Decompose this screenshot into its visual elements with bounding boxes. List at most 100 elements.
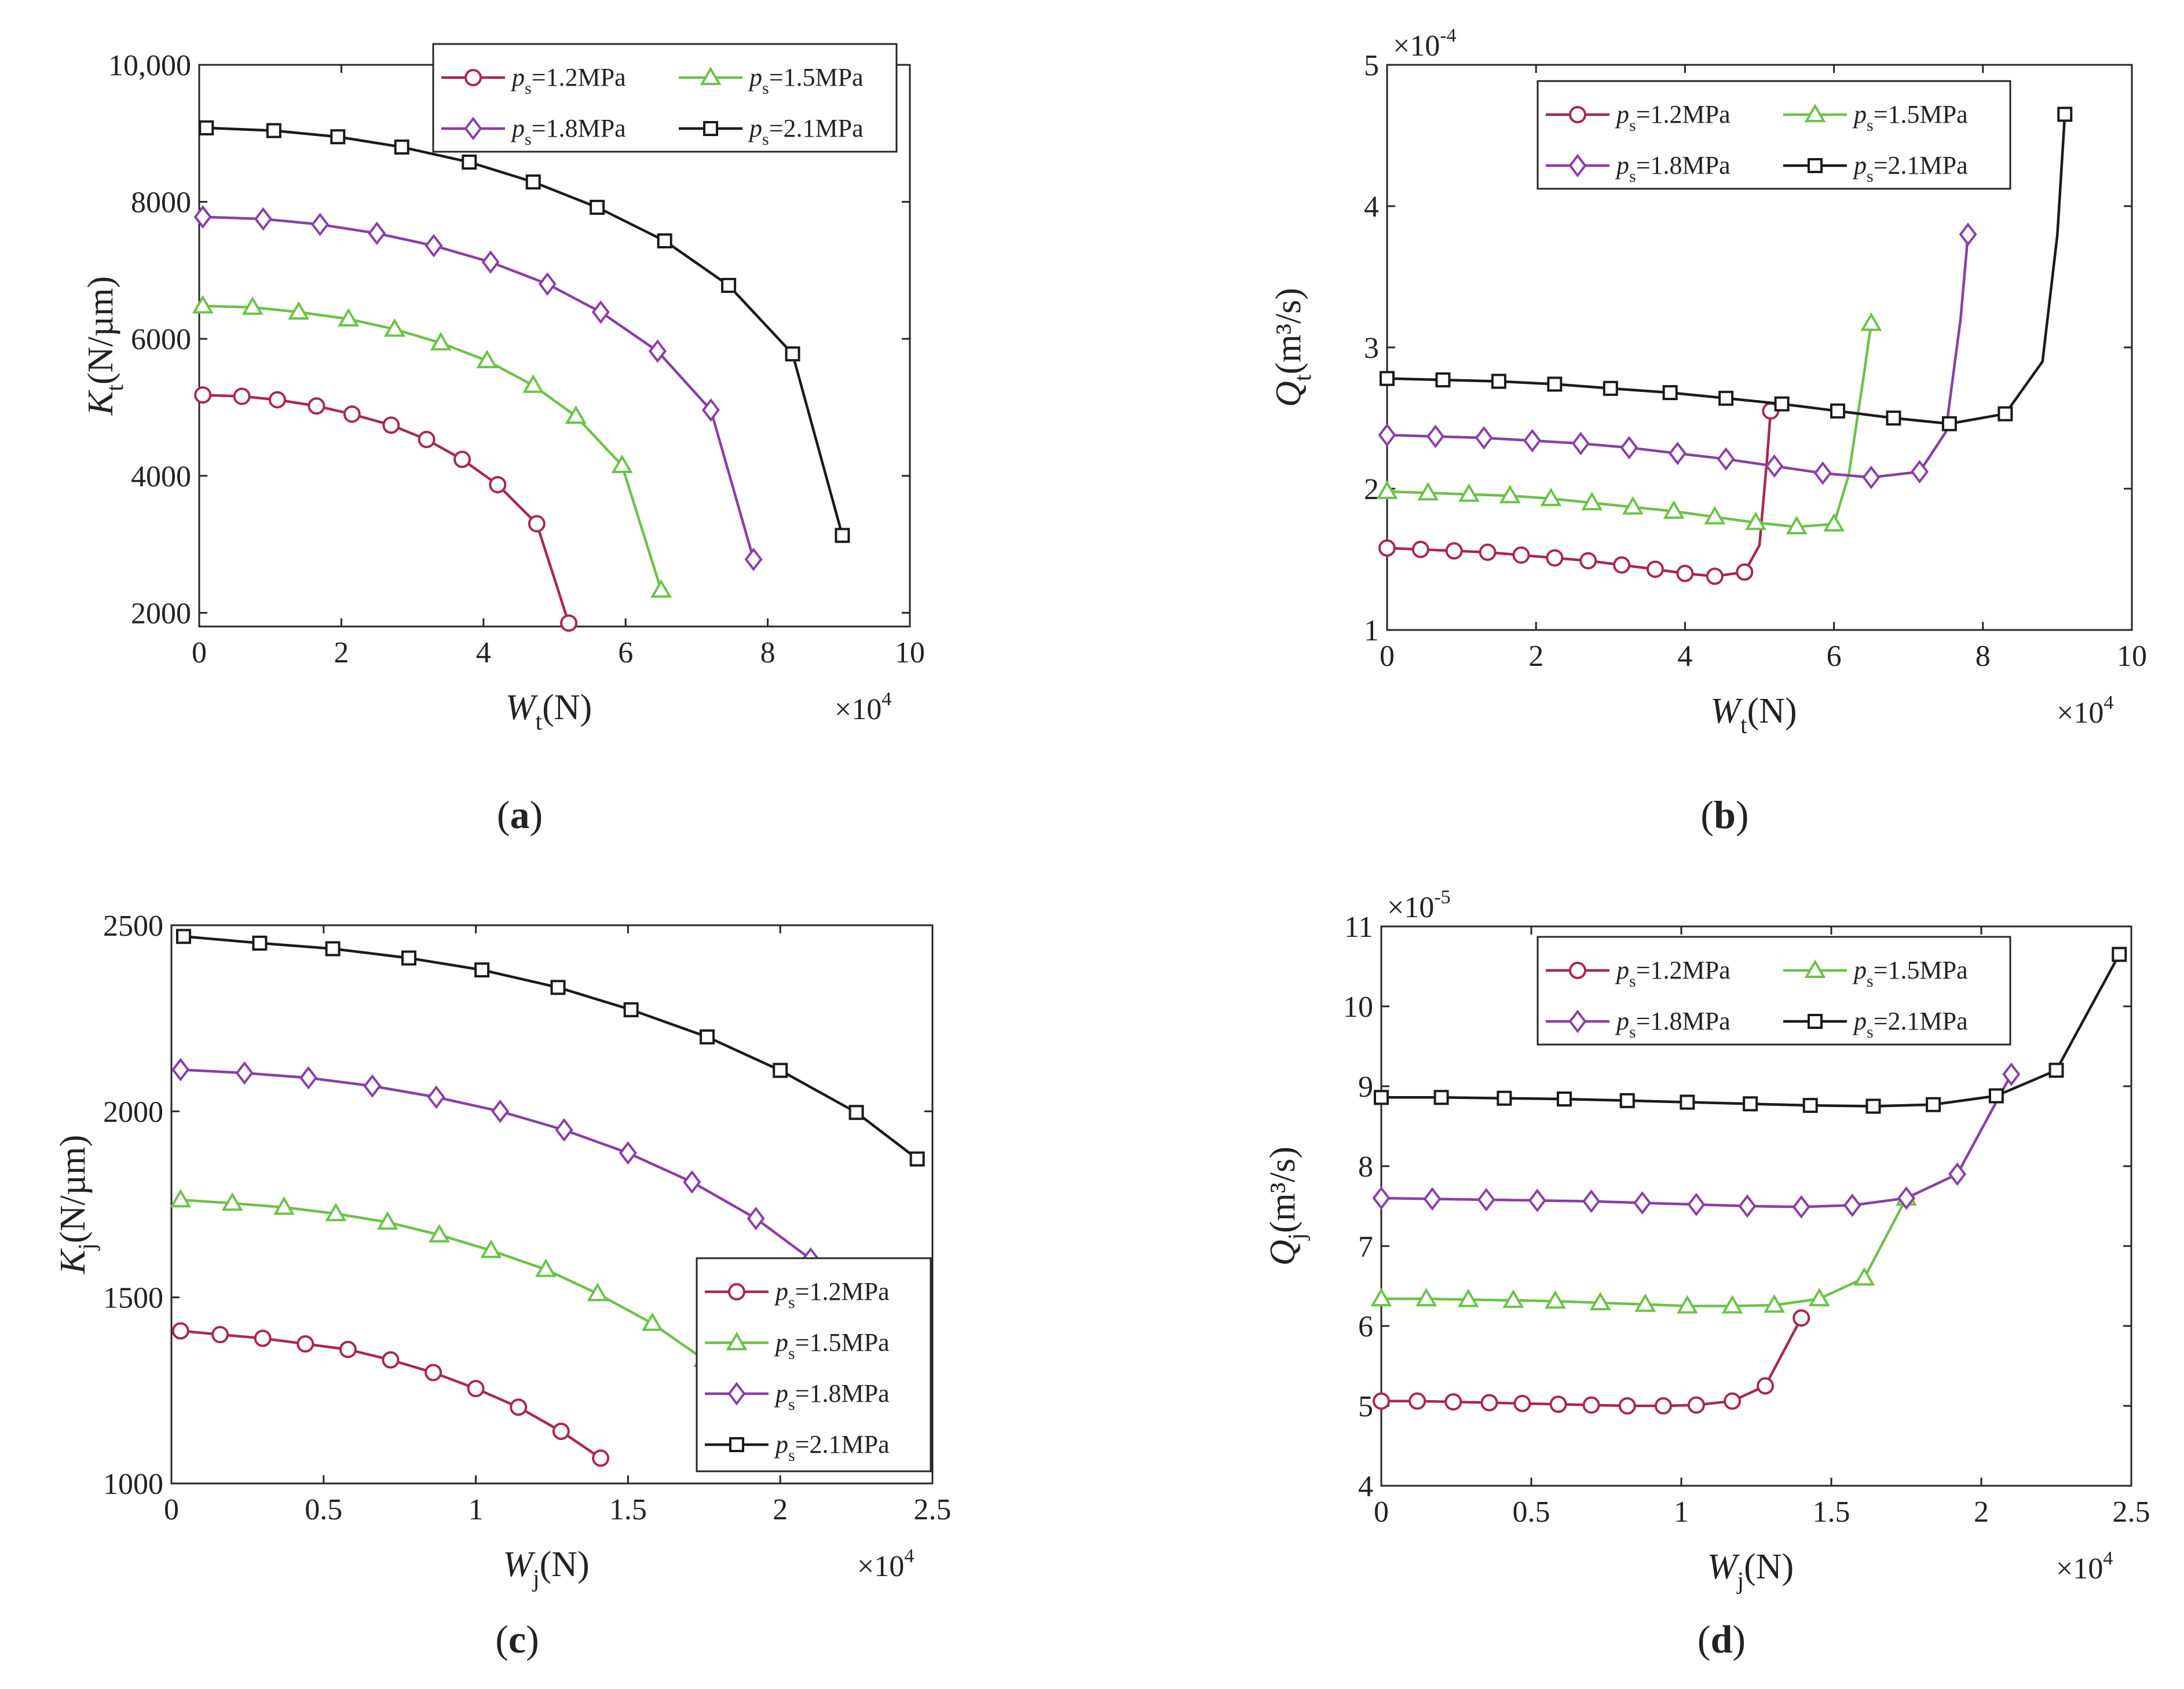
y-axis-label-sub: j (74, 1243, 101, 1251)
x-tick-label: 8 (1976, 640, 1991, 673)
data-point (325, 1203, 347, 1222)
legend-marker (1569, 962, 1586, 979)
data-point (555, 1118, 573, 1142)
data-point (773, 1063, 788, 1078)
data-point (1444, 1393, 1462, 1411)
y-multiplier-exp: -4 (1440, 25, 1456, 46)
data-point (1669, 441, 1687, 466)
y-tick-label: 2500 (103, 910, 163, 943)
data-point (1513, 1394, 1531, 1412)
x-axis-label-sub: t (1740, 712, 1747, 739)
data-point (1622, 496, 1644, 515)
legend-p: p (1615, 1007, 1629, 1035)
x-tick-label: 2.5 (2113, 1496, 2150, 1529)
chart-a: 0 2 4 6 8 10200040006000800010,000×104Wt(N)Kt… (81, 43, 925, 837)
data-point (744, 547, 763, 571)
legend-val: =1.2MPa (532, 63, 626, 91)
x-axis-label-sub: j (532, 1566, 540, 1592)
x-tick-label: 0 (1374, 1496, 1389, 1529)
legend-entry: ps=1.8MPa (1615, 1007, 1731, 1042)
data-point (1499, 485, 1521, 504)
data-point (1528, 1189, 1546, 1212)
x-tick-label: 1.5 (1813, 1496, 1850, 1529)
data-point (1589, 1291, 1611, 1310)
plot-frame (198, 64, 911, 628)
data-point (1376, 480, 1398, 499)
data-point (382, 1351, 400, 1369)
data-point (1721, 1295, 1743, 1314)
panel-label: (a) (497, 793, 543, 837)
data-point (194, 386, 212, 404)
legend-sub: s (1629, 972, 1636, 991)
chart-d: 0 0.5 1 1.5 2 2.54567891011×104×10-5Wj(N)Qj(m… (1263, 886, 2150, 1661)
legend-entry: ps=1.5MPa (1852, 100, 1968, 135)
x-axis-label-sub: j (1736, 1568, 1744, 1595)
x-tick-label: 0 (192, 636, 207, 669)
x-axis-label-main: W (1710, 691, 1743, 731)
data-point (1786, 515, 1808, 534)
y-tick-label: 5 (1358, 1390, 1373, 1423)
data-point (1663, 500, 1685, 519)
legend-p: p (774, 1379, 788, 1408)
legend-sub: s (1867, 167, 1874, 186)
legend-sub: s (1867, 116, 1874, 135)
x-axis-label-unit: (N) (1747, 691, 1797, 731)
data-point (1415, 1288, 1437, 1307)
y-axis-label-sub: t (1290, 374, 1316, 381)
x-axis-label-main: W (503, 1545, 536, 1584)
data-point (1865, 1098, 1881, 1114)
data-point (480, 1239, 502, 1258)
data-point (1792, 1195, 1810, 1219)
data-point (1380, 371, 1395, 386)
x-axis-label-unit: (N) (542, 688, 592, 727)
data-point (1823, 512, 1845, 532)
legend-box (1537, 80, 2011, 190)
legend-entry: ps=1.8MPa (1615, 151, 1731, 186)
data-point (1546, 549, 1564, 567)
data-point (1445, 542, 1463, 560)
x-tick-label: 8 (760, 636, 775, 669)
series-1.5 (1376, 312, 1882, 534)
y-axis-label: Kt(N/µm) (81, 276, 129, 416)
y-axis-label-main: K (81, 389, 120, 416)
chart-c: 0 0.5 1 1.5 2 2.51000150020002500×104Wj(N)Kj(… (53, 910, 952, 1661)
data-point (1374, 1090, 1389, 1105)
x-tick-label: 6 (1827, 640, 1842, 673)
legend-marker (727, 1382, 746, 1406)
series-2.1 (1374, 947, 2127, 1114)
data-point (1853, 1267, 1875, 1286)
data-point (1738, 1194, 1757, 1218)
y-tick-label: 4 (1364, 190, 1379, 224)
y-axis-label-sub: j (1284, 1233, 1311, 1241)
y-multiplier-exp: -5 (1434, 886, 1450, 908)
data-point (1426, 424, 1445, 449)
y-tick-label: 2 (1364, 473, 1379, 506)
data-point (2112, 947, 2127, 962)
x-tick-label: 1 (469, 1493, 484, 1526)
y-tick-label: 8000 (131, 186, 191, 219)
data-point (1860, 312, 1882, 331)
data-point (1774, 396, 1790, 412)
data-point (418, 431, 436, 449)
x-axis-label-sub: t (535, 709, 542, 735)
y-tick-label: 6000 (131, 323, 191, 356)
legend-entry: ps=1.2MPa (774, 1277, 890, 1312)
data-point (1549, 1395, 1567, 1413)
series-2.1 (1380, 107, 2073, 431)
legend-sub: s (1629, 116, 1636, 135)
data-point (368, 221, 386, 246)
legend-val: =1.8MPa (532, 114, 626, 142)
data-point (1540, 488, 1562, 507)
data-point (1620, 435, 1638, 460)
data-point (427, 1085, 445, 1109)
legend-marker (1808, 1014, 1823, 1029)
legend-entry: ps=1.8MPa (510, 114, 626, 149)
data-point (1724, 1392, 1742, 1410)
legend-p: p (510, 114, 525, 142)
panel-label-open: ( (1700, 793, 1714, 837)
legend-p: p (1615, 100, 1629, 129)
series-1.8 (193, 205, 763, 571)
legend-val: =1.5MPa (795, 1328, 890, 1357)
x-tick-label: 4 (476, 636, 491, 669)
